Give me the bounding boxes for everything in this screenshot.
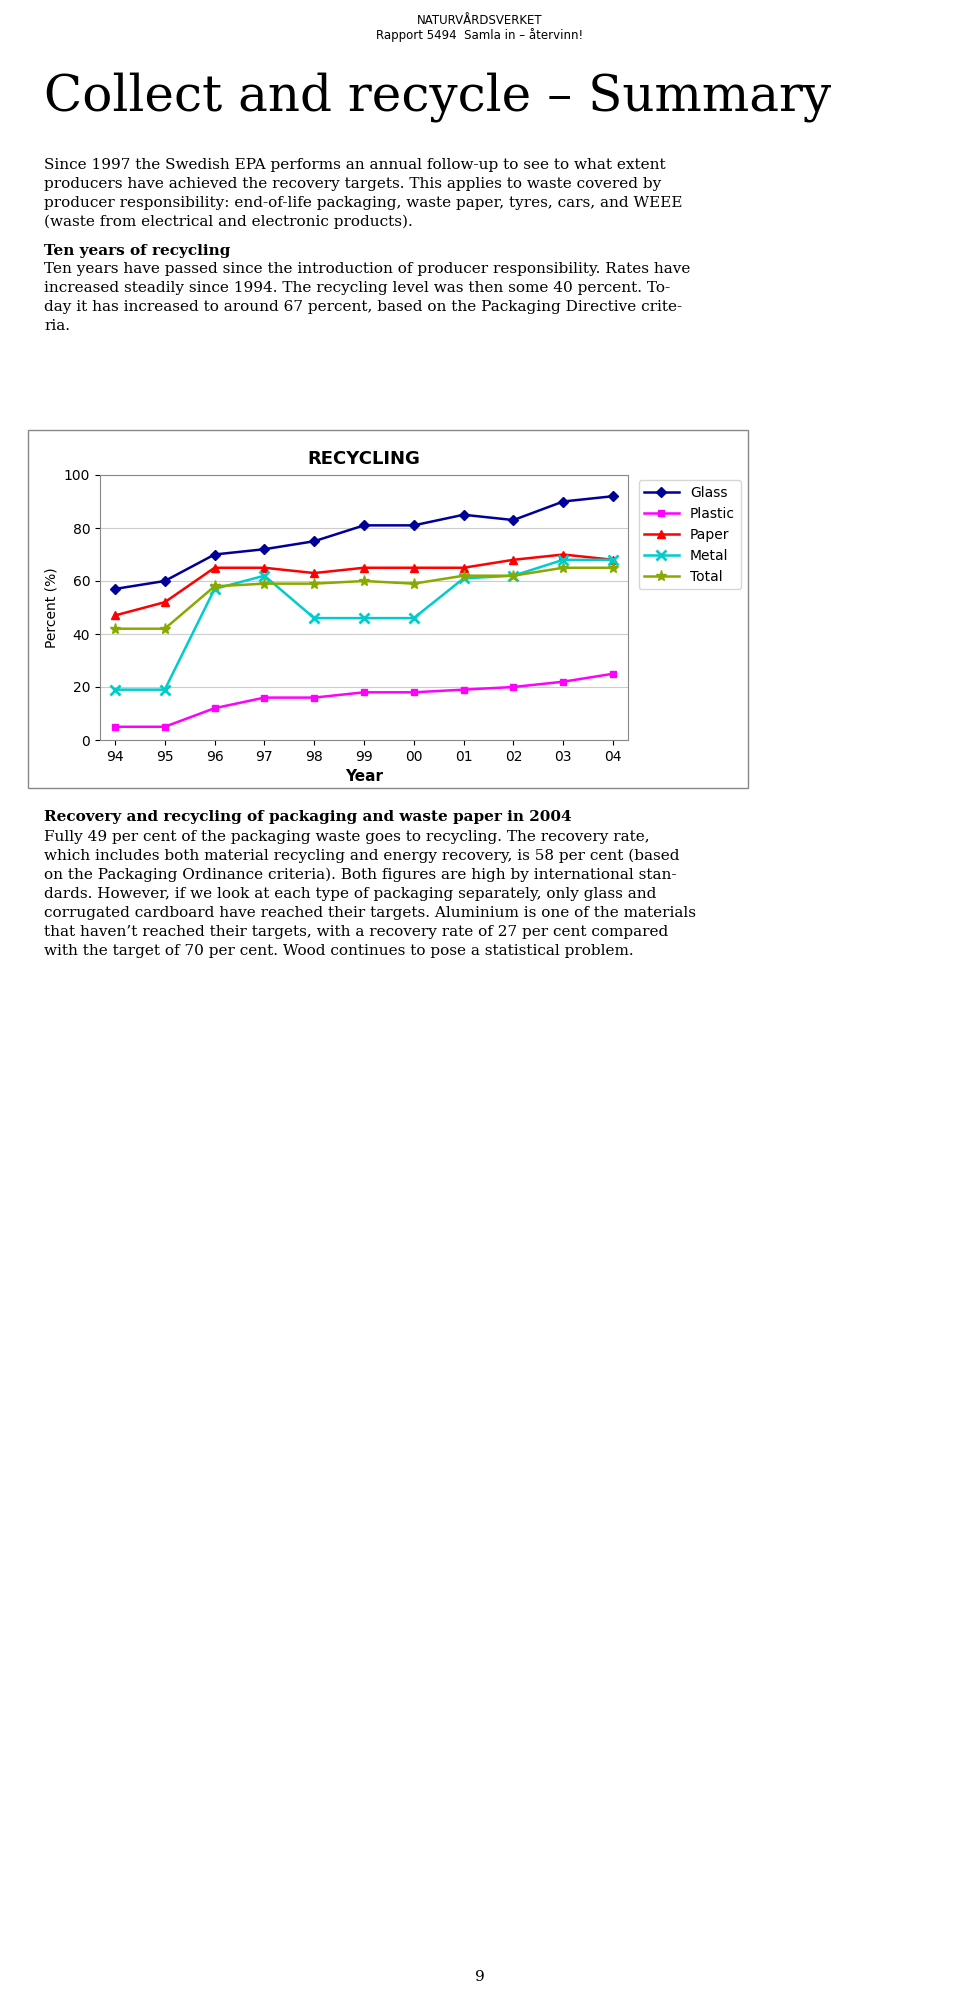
- Text: with the target of 70 per cent. Wood continues to pose a statistical problem.: with the target of 70 per cent. Wood con…: [44, 944, 634, 958]
- Line: Total: Total: [109, 561, 618, 634]
- Text: increased steadily since 1994. The recycling level was then some 40 percent. To-: increased steadily since 1994. The recyc…: [44, 281, 670, 295]
- Text: NATURVÅRDSVERKET: NATURVÅRDSVERKET: [418, 14, 542, 26]
- Glass: [358, 513, 370, 537]
- Glass: [558, 489, 569, 513]
- Text: producers have achieved the recovery targets. This applies to waste covered by: producers have achieved the recovery tar…: [44, 176, 661, 190]
- Metal: [358, 606, 370, 630]
- Glass: [159, 569, 171, 593]
- Glass: [209, 543, 221, 567]
- Glass: [458, 503, 469, 527]
- Plastic: [358, 680, 370, 704]
- Paper: [209, 555, 221, 579]
- Paper: [408, 555, 420, 579]
- Total: [159, 618, 171, 642]
- Total: [608, 555, 619, 579]
- Plastic: [308, 686, 320, 710]
- Text: dards. However, if we look at each type of packaging separately, only glass and: dards. However, if we look at each type …: [44, 886, 657, 900]
- Metal: [109, 678, 121, 702]
- Total: [209, 573, 221, 597]
- Glass: [109, 577, 121, 602]
- Paper: [159, 589, 171, 614]
- Plastic: [558, 670, 569, 694]
- Line: Paper: Paper: [110, 549, 617, 620]
- Y-axis label: Percent (%): Percent (%): [44, 567, 59, 648]
- Paper: [258, 555, 270, 579]
- Metal: [159, 678, 171, 702]
- Paper: [558, 543, 569, 567]
- Text: which includes both material recycling and energy recovery, is 58 per cent (base: which includes both material recycling a…: [44, 848, 680, 864]
- Metal: [209, 577, 221, 602]
- Metal: [308, 606, 320, 630]
- Text: ria.: ria.: [44, 319, 70, 333]
- Plastic: [608, 662, 619, 686]
- Line: Plastic: Plastic: [111, 670, 616, 730]
- Total: [458, 563, 469, 587]
- Text: producer responsibility: end-of-life packaging, waste paper, tyres, cars, and WE: producer responsibility: end-of-life pac…: [44, 196, 683, 211]
- Text: Collect and recycle – Summary: Collect and recycle – Summary: [44, 72, 831, 122]
- Glass: [258, 537, 270, 561]
- Text: Recovery and recycling of packaging and waste paper in 2004: Recovery and recycling of packaging and …: [44, 810, 571, 824]
- Glass: [408, 513, 420, 537]
- Title: RECYCLING: RECYCLING: [307, 449, 420, 467]
- Metal: [558, 547, 569, 571]
- Paper: [508, 547, 519, 571]
- Total: [558, 555, 569, 579]
- Total: [408, 571, 420, 595]
- Legend: Glass, Plastic, Paper, Metal, Total: Glass, Plastic, Paper, Metal, Total: [638, 481, 740, 589]
- Metal: [608, 547, 619, 571]
- X-axis label: Year: Year: [345, 770, 383, 784]
- Metal: [458, 565, 469, 589]
- Total: [358, 569, 370, 593]
- Plastic: [258, 686, 270, 710]
- Total: [308, 571, 320, 595]
- Total: [258, 571, 270, 595]
- Text: corrugated cardboard have reached their targets. Aluminium is one of the materia: corrugated cardboard have reached their …: [44, 906, 696, 920]
- Plastic: [159, 714, 171, 738]
- Total: [109, 618, 121, 642]
- Plastic: [458, 678, 469, 702]
- Paper: [458, 555, 469, 579]
- Paper: [109, 604, 121, 628]
- Metal: [408, 606, 420, 630]
- Text: that haven’t reached their targets, with a recovery rate of 27 per cent compared: that haven’t reached their targets, with…: [44, 924, 668, 938]
- Total: [508, 563, 519, 587]
- Text: Ten years have passed since the introduction of producer responsibility. Rates h: Ten years have passed since the introduc…: [44, 263, 690, 277]
- Paper: [608, 547, 619, 571]
- Text: day it has increased to around 67 percent, based on the Packaging Directive crit: day it has increased to around 67 percen…: [44, 301, 683, 315]
- Plastic: [508, 676, 519, 700]
- Plastic: [109, 714, 121, 738]
- Metal: [508, 563, 519, 587]
- Paper: [308, 561, 320, 585]
- Text: on the Packaging Ordinance criteria). Both figures are high by international sta: on the Packaging Ordinance criteria). Bo…: [44, 868, 677, 882]
- Glass: [608, 483, 619, 507]
- Text: Fully 49 per cent of the packaging waste goes to recycling. The recovery rate,: Fully 49 per cent of the packaging waste…: [44, 830, 650, 844]
- Text: 9: 9: [475, 1971, 485, 1985]
- Glass: [508, 507, 519, 531]
- Text: Since 1997 the Swedish EPA performs an annual follow-up to see to what extent: Since 1997 the Swedish EPA performs an a…: [44, 158, 665, 172]
- Text: (waste from electrical and electronic products).: (waste from electrical and electronic pr…: [44, 215, 413, 229]
- Plastic: [209, 696, 221, 720]
- Metal: [258, 563, 270, 587]
- Text: Ten years of recycling: Ten years of recycling: [44, 245, 230, 259]
- Glass: [308, 529, 320, 553]
- Line: Glass: Glass: [111, 493, 616, 591]
- Paper: [358, 555, 370, 579]
- Line: Metal: Metal: [110, 555, 618, 694]
- Text: Rapport 5494  Samla in – återvinn!: Rapport 5494 Samla in – återvinn!: [376, 28, 584, 42]
- Plastic: [408, 680, 420, 704]
